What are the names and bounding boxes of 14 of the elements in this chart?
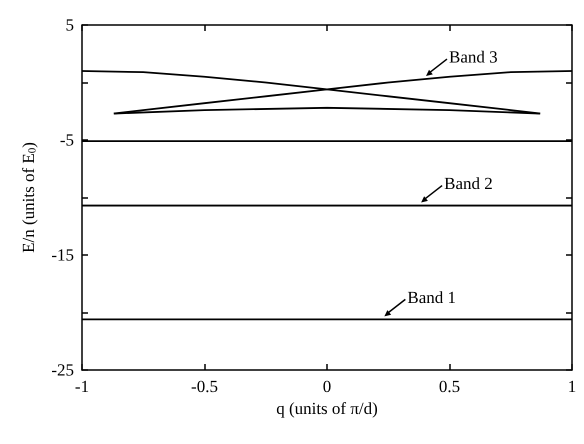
annotation: Band 1 [407, 288, 456, 307]
y-tick-label: -25 [51, 360, 74, 380]
y-tick-label: -15 [51, 246, 74, 264]
x-axis-title: q (units of π/d) [276, 399, 378, 418]
annotation: Band 2 [444, 174, 493, 194]
x-tick-label: 1 [568, 377, 576, 396]
annotation: Band 3 [449, 48, 498, 67]
x-tick-label: 0.5 [438, 377, 460, 396]
y-tick-label: -5 [60, 130, 74, 150]
x-tick-label: -0.5 [191, 377, 218, 396]
y-axis-title: E/n (units of E0) [19, 142, 38, 253]
x-tick-label: 0 [322, 377, 332, 396]
y-tick-label: 5 [66, 16, 74, 34]
x-tick-label: -1 [74, 377, 90, 396]
